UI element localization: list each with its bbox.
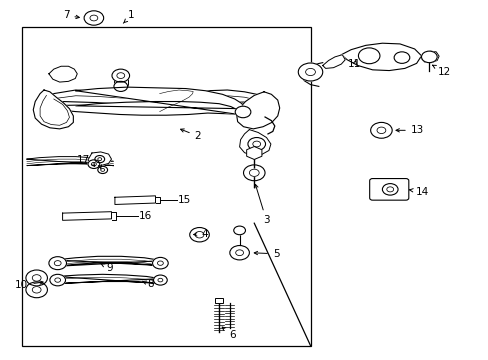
FancyBboxPatch shape xyxy=(369,179,408,200)
Polygon shape xyxy=(62,212,111,220)
Circle shape xyxy=(101,168,104,171)
Text: 14: 14 xyxy=(409,186,428,197)
Text: 13: 13 xyxy=(395,125,423,135)
Circle shape xyxy=(393,52,409,63)
Circle shape xyxy=(152,257,168,269)
Polygon shape xyxy=(33,90,73,129)
Polygon shape xyxy=(55,256,162,266)
Polygon shape xyxy=(341,43,421,71)
Circle shape xyxy=(229,246,249,260)
Bar xyxy=(22,27,310,346)
Polygon shape xyxy=(239,130,270,156)
Text: 11: 11 xyxy=(347,59,361,69)
Polygon shape xyxy=(27,157,113,166)
Text: 2: 2 xyxy=(180,129,201,141)
Polygon shape xyxy=(76,87,243,115)
Circle shape xyxy=(49,257,66,270)
Bar xyxy=(114,73,127,91)
Circle shape xyxy=(376,127,385,134)
Circle shape xyxy=(26,270,47,286)
Polygon shape xyxy=(420,51,438,63)
Circle shape xyxy=(50,274,65,286)
Text: 5: 5 xyxy=(254,249,279,259)
Circle shape xyxy=(382,184,397,195)
Circle shape xyxy=(233,226,245,235)
Circle shape xyxy=(98,158,102,161)
Circle shape xyxy=(157,261,163,265)
Text: 1: 1 xyxy=(123,10,135,23)
Text: 4: 4 xyxy=(193,229,208,239)
Circle shape xyxy=(235,250,243,256)
Circle shape xyxy=(112,69,129,82)
Circle shape xyxy=(55,278,61,282)
Polygon shape xyxy=(39,90,273,115)
Text: 10: 10 xyxy=(15,280,43,290)
Circle shape xyxy=(305,68,315,76)
Text: 6: 6 xyxy=(222,327,235,340)
Circle shape xyxy=(114,81,127,91)
Circle shape xyxy=(84,11,103,25)
Circle shape xyxy=(386,187,393,192)
Circle shape xyxy=(88,160,100,168)
Bar xyxy=(215,298,223,303)
Circle shape xyxy=(98,166,107,174)
Circle shape xyxy=(298,63,322,81)
Text: 9: 9 xyxy=(101,263,113,273)
Circle shape xyxy=(153,275,167,285)
Text: 15: 15 xyxy=(178,195,191,205)
Circle shape xyxy=(421,51,436,63)
Circle shape xyxy=(235,106,250,118)
Polygon shape xyxy=(236,92,279,129)
Polygon shape xyxy=(88,152,111,166)
Circle shape xyxy=(358,48,379,64)
Circle shape xyxy=(370,122,391,138)
Circle shape xyxy=(32,287,41,293)
Polygon shape xyxy=(56,274,160,284)
Circle shape xyxy=(189,228,209,242)
Text: 8: 8 xyxy=(142,279,154,289)
Polygon shape xyxy=(322,55,345,68)
Circle shape xyxy=(249,169,259,176)
Circle shape xyxy=(26,282,47,298)
Circle shape xyxy=(117,73,124,78)
Circle shape xyxy=(91,162,96,166)
Text: 12: 12 xyxy=(432,65,450,77)
Circle shape xyxy=(243,165,264,181)
Circle shape xyxy=(158,278,163,282)
Circle shape xyxy=(252,141,260,147)
Text: 7: 7 xyxy=(62,10,79,21)
Circle shape xyxy=(32,275,41,281)
Circle shape xyxy=(90,15,98,21)
Polygon shape xyxy=(115,196,155,204)
Circle shape xyxy=(54,261,61,266)
Polygon shape xyxy=(49,66,77,82)
Text: 3: 3 xyxy=(254,184,269,225)
Text: 17: 17 xyxy=(77,155,90,165)
Text: 16: 16 xyxy=(139,211,152,221)
Circle shape xyxy=(247,138,265,150)
Circle shape xyxy=(95,156,104,163)
Circle shape xyxy=(195,231,203,238)
